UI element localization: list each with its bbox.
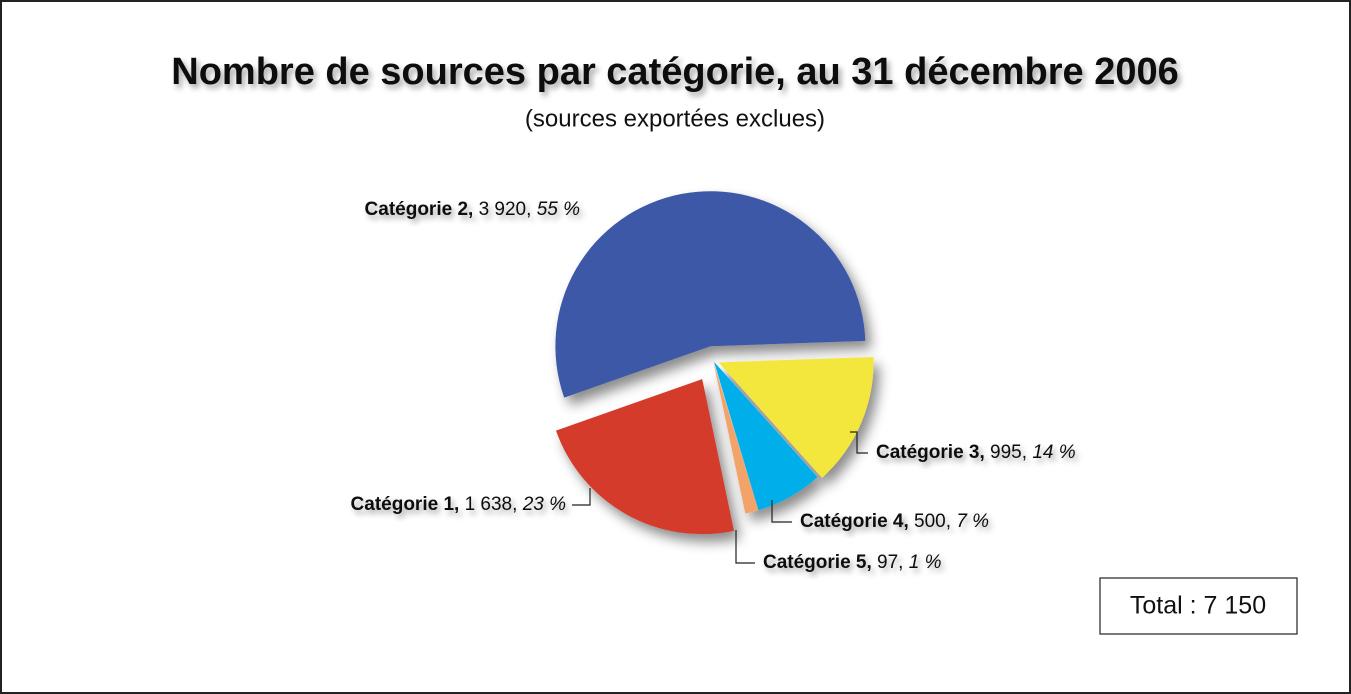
percent-label: 14 % [1032, 442, 1075, 463]
total-box [1099, 577, 1298, 635]
category-name: Catégorie 5, [763, 552, 872, 573]
pie-slice [718, 356, 874, 478]
leader-line [771, 500, 792, 523]
leader-line [572, 488, 591, 506]
category-name: Catégorie 1, [351, 494, 460, 515]
pie-slice [713, 361, 759, 514]
category-name: Catégorie 3, [876, 442, 985, 463]
slice-label: Catégorie 3, 995, 14 % [876, 442, 1076, 463]
pie-slice [555, 379, 735, 535]
value-label: 500, [914, 511, 951, 532]
chart-subtitle: (sources exportées exclues) [525, 105, 825, 132]
slice-label: Catégorie 5, 97, 1 % [763, 552, 942, 573]
category-name: Catégorie 2, [365, 199, 474, 220]
slice-label: Catégorie 2, 3 920, 55 % [365, 199, 581, 220]
slice-label: Catégorie 1, 1 638, 23 % [351, 494, 567, 515]
value-label: 995, [990, 442, 1027, 463]
percent-label: 7 % [956, 511, 989, 532]
slice-label: Catégorie 4, 500, 7 % [800, 511, 989, 532]
chart-title: Nombre de sources par catégorie, au 31 d… [171, 51, 1178, 93]
category-name: Catégorie 4, [800, 511, 909, 532]
value-label: 3 920, [479, 199, 532, 220]
leader-line [850, 431, 868, 454]
labels: Catégorie 3, 995, 14 % Catégorie 4, 500, … [351, 199, 1076, 573]
pie-slice [555, 191, 866, 398]
value-label: 97, [877, 552, 903, 573]
percent-label: 55 % [537, 199, 580, 220]
percent-label: 1 % [909, 552, 942, 573]
value-label: 1 638, [465, 494, 518, 515]
total-label: Total : 7 150 [1130, 592, 1266, 620]
pie-slice [713, 361, 818, 511]
leader-line [735, 530, 755, 564]
pie [555, 191, 874, 535]
percent-label: 23 % [522, 494, 566, 515]
